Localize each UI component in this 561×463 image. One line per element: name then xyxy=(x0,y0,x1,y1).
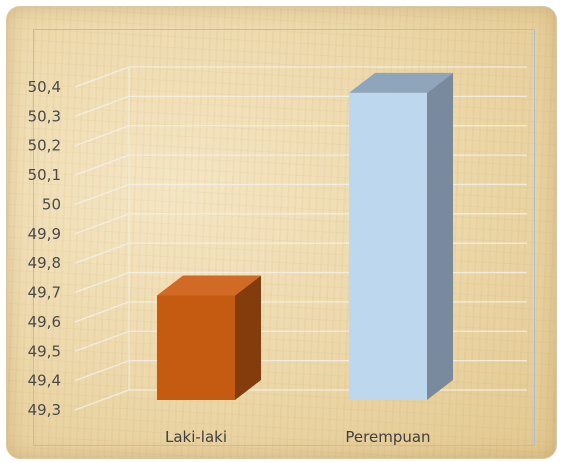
bar-top-1 xyxy=(349,72,453,93)
gridline-depth xyxy=(74,95,130,117)
bar-1 xyxy=(349,92,427,400)
x-category-label: Laki-laki xyxy=(165,428,227,446)
gridline-depth xyxy=(74,154,130,176)
gridline-depth xyxy=(74,125,130,147)
y-tick-label: 50,3 xyxy=(28,107,61,125)
gridline-depth xyxy=(74,183,130,206)
gridline-depth xyxy=(74,242,130,264)
y-tick-label: 49,7 xyxy=(28,284,61,302)
gridline-depth xyxy=(74,389,130,411)
gridline-depth xyxy=(74,330,130,352)
chart-frame: 49,3 49,4 49,5 49,6 49,7 49,8 49,9 50 50,1 50,2 50… xyxy=(6,6,557,459)
bar-side-1 xyxy=(427,72,453,400)
y-tick-label: 50 xyxy=(42,195,61,213)
bar-chart: 49,3 49,4 49,5 49,6 49,7 49,8 49,9 50 50,1 50,2 50… xyxy=(28,66,527,446)
y-tick-label: 50,4 xyxy=(28,78,61,96)
gridline-depth xyxy=(74,271,130,294)
bar-top-0 xyxy=(157,275,261,296)
y-tick-label: 50,1 xyxy=(28,166,61,184)
y-tick-label: 49,5 xyxy=(28,342,61,360)
y-tick-label: 50,2 xyxy=(28,137,61,155)
gridline-depth xyxy=(74,213,130,235)
y-tick-label: 49,8 xyxy=(28,254,61,272)
gridline-depth xyxy=(74,66,130,88)
x-category-label: Perempuan xyxy=(345,428,430,446)
gridline-depth xyxy=(74,360,130,382)
y-tick-label: 49,9 xyxy=(28,225,61,243)
y-tick-label: 49,3 xyxy=(28,401,61,419)
gridline-depth xyxy=(74,301,130,323)
bar-side-0 xyxy=(235,275,261,400)
y-tick-label: 49,6 xyxy=(28,313,61,331)
plot-area-border xyxy=(33,29,535,446)
y-tick-label: 49,4 xyxy=(28,372,61,390)
bar-0 xyxy=(157,295,235,400)
